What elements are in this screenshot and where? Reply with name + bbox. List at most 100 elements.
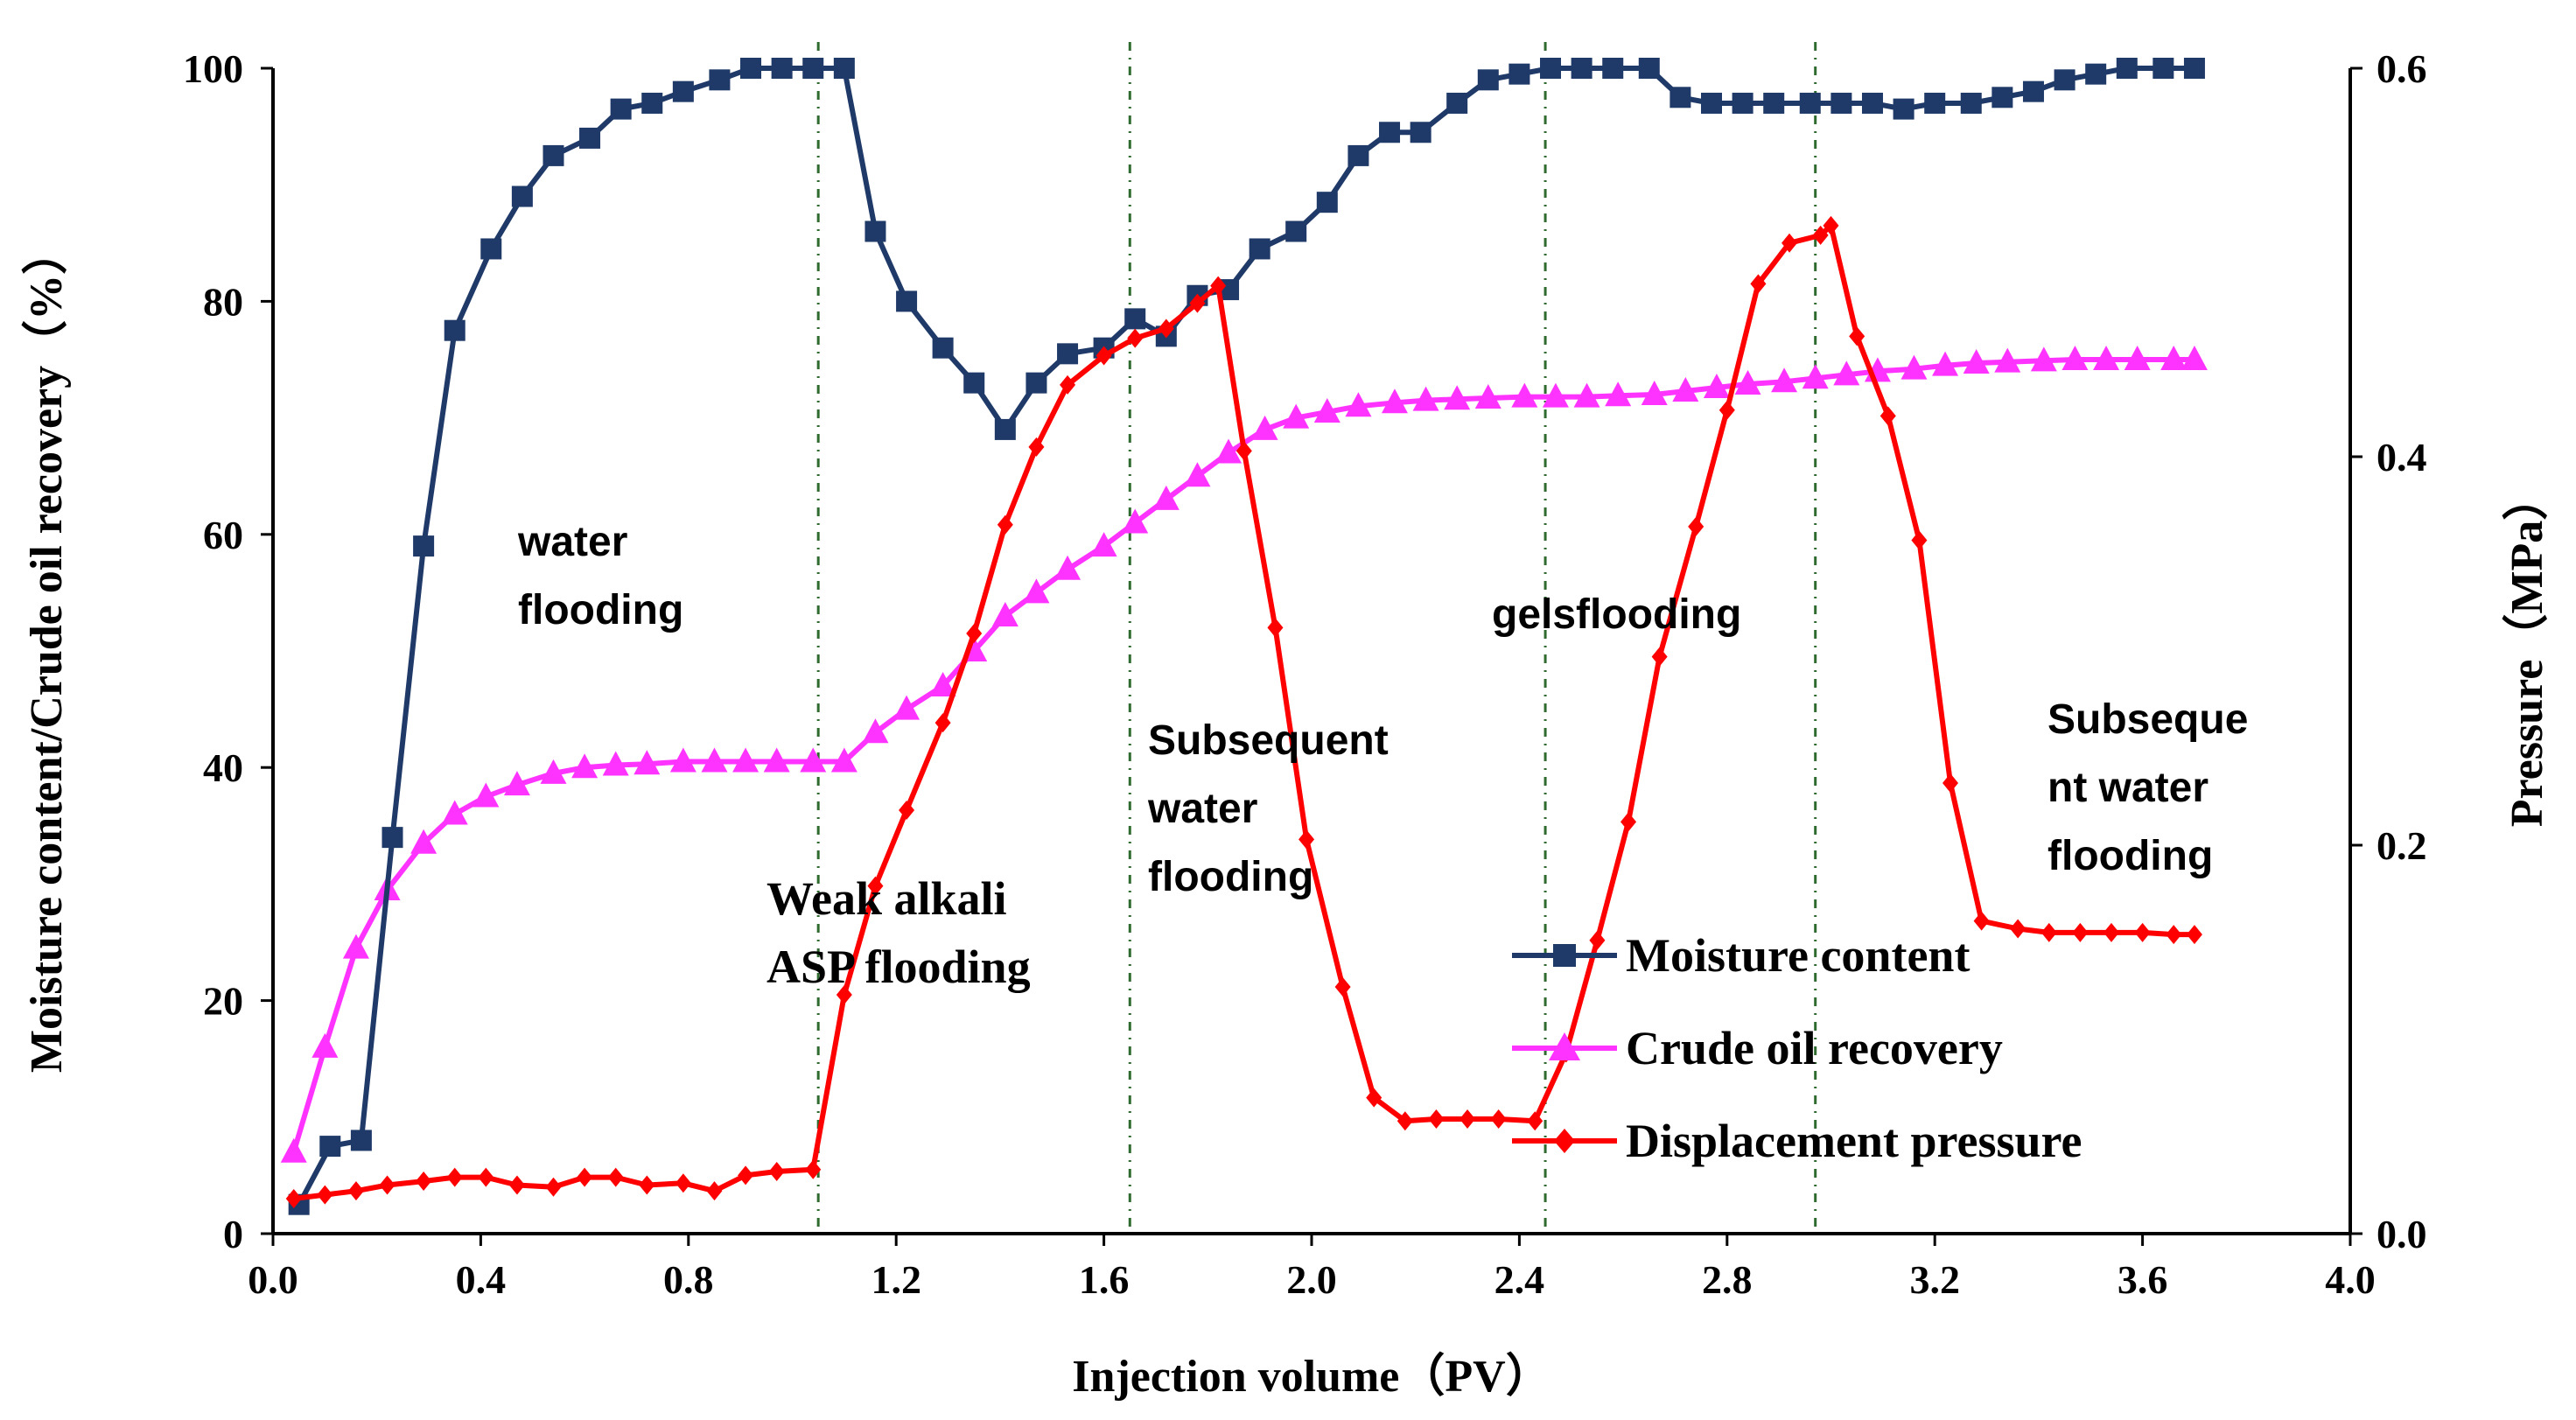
data-point xyxy=(444,319,466,341)
series-layer xyxy=(280,58,2208,1215)
data-point xyxy=(709,69,731,91)
data-point xyxy=(1605,381,1632,407)
data-point xyxy=(2180,346,2208,370)
data-point xyxy=(997,514,1013,535)
data-point xyxy=(542,144,564,166)
data-point xyxy=(1602,58,1624,79)
data-point xyxy=(1251,415,1278,440)
annotation-line: ASP flooding xyxy=(766,941,1031,993)
data-point xyxy=(2166,925,2182,945)
data-point xyxy=(1833,360,1860,386)
data-point xyxy=(472,782,500,808)
data-point xyxy=(1703,373,1730,398)
data-point xyxy=(1963,348,1990,374)
right-y-tick-label: 0.2 xyxy=(2376,823,2427,868)
annotation-line: nt water xyxy=(2048,765,2208,811)
legend-item-crude-oil-recovery: Crude oil recovery xyxy=(1512,1022,2003,1074)
data-point xyxy=(441,800,468,825)
x-tick-label: 3.2 xyxy=(1909,1257,1960,1302)
data-point xyxy=(1444,385,1471,410)
data-point xyxy=(991,602,1018,627)
data-point xyxy=(540,759,567,784)
data-point xyxy=(319,1136,341,1158)
data-point xyxy=(669,747,696,773)
data-point xyxy=(1410,122,1432,143)
data-point xyxy=(480,238,502,260)
data-point xyxy=(545,1177,562,1197)
data-point xyxy=(641,92,663,114)
x-tick-label: 4.0 xyxy=(2325,1257,2376,1302)
data-point xyxy=(1960,92,1982,114)
data-point xyxy=(1189,293,1206,313)
x-tick-label: 3.6 xyxy=(2118,1257,2168,1302)
legend-label-crude-oil-recovery: Crude oil recovery xyxy=(1626,1022,2003,1074)
data-point xyxy=(1799,92,1821,114)
data-point xyxy=(1313,397,1340,423)
data-point xyxy=(1670,87,1691,108)
data-point xyxy=(1734,369,1761,395)
data-point xyxy=(1127,328,1144,348)
data-point xyxy=(1973,911,1990,931)
data-point xyxy=(2183,58,2205,79)
annotation-line: gelsflooding xyxy=(1492,591,1741,638)
data-point xyxy=(285,1189,302,1209)
data-point xyxy=(1249,238,1270,260)
data-point xyxy=(1026,372,1047,394)
data-point xyxy=(1381,388,1408,414)
data-point xyxy=(577,1167,593,1187)
data-point xyxy=(1732,92,1754,114)
data-point xyxy=(634,750,661,775)
left-y-tick-label: 80 xyxy=(203,279,243,324)
data-point xyxy=(1823,215,1839,235)
left-y-axis-title: Moisture content/Crude oil recovery（%） xyxy=(21,229,72,1073)
data-point xyxy=(732,747,760,773)
data-point xyxy=(410,829,438,854)
data-point xyxy=(511,185,533,207)
data-point xyxy=(446,1167,463,1187)
data-point xyxy=(1672,376,1699,402)
data-point xyxy=(317,1185,333,1205)
data-point xyxy=(763,747,790,773)
annotation-line: water xyxy=(517,519,627,565)
data-point xyxy=(1763,92,1785,114)
data-point xyxy=(1641,380,1668,405)
data-point xyxy=(1379,122,1401,143)
data-point xyxy=(1124,308,1146,330)
data-point xyxy=(2152,58,2174,79)
data-point xyxy=(1215,438,1242,464)
data-point xyxy=(862,718,889,744)
data-point xyxy=(738,1165,754,1186)
data-point xyxy=(1428,1109,1445,1130)
data-point xyxy=(1573,382,1600,408)
data-point xyxy=(1542,382,1569,408)
data-point xyxy=(1396,1111,1413,1131)
data-point xyxy=(1830,92,1852,114)
data-point xyxy=(579,127,601,149)
x-tick-label: 1.6 xyxy=(1079,1257,1130,1302)
legend: Moisture content Crude oil recovery Disp… xyxy=(1512,929,2082,1167)
data-point xyxy=(1028,437,1045,457)
data-point xyxy=(1900,354,1928,380)
data-point xyxy=(350,1130,372,1151)
left-y-tick-label: 20 xyxy=(203,979,243,1024)
data-point xyxy=(2124,346,2151,370)
data-point xyxy=(1298,829,1315,850)
legend-label-moisture-content: Moisture content xyxy=(1626,929,1970,982)
data-point xyxy=(833,58,855,79)
annotation-weak-alkali-asp: Weak alkali ASP flooding xyxy=(766,872,1031,993)
data-point xyxy=(1994,347,2021,373)
data-point xyxy=(802,58,824,79)
data-point xyxy=(800,747,827,773)
data-point xyxy=(1283,403,1310,429)
data-point xyxy=(768,1161,785,1181)
data-point xyxy=(1236,441,1252,461)
data-point xyxy=(1688,516,1704,536)
data-point xyxy=(701,747,728,773)
data-point xyxy=(836,984,852,1004)
data-point xyxy=(1571,58,1592,79)
data-point xyxy=(503,771,530,796)
data-point xyxy=(1348,144,1369,166)
legend-marker-displacement-pressure xyxy=(1554,1129,1575,1153)
series-displacement-pressure xyxy=(285,215,2202,1209)
data-point xyxy=(1718,400,1735,420)
